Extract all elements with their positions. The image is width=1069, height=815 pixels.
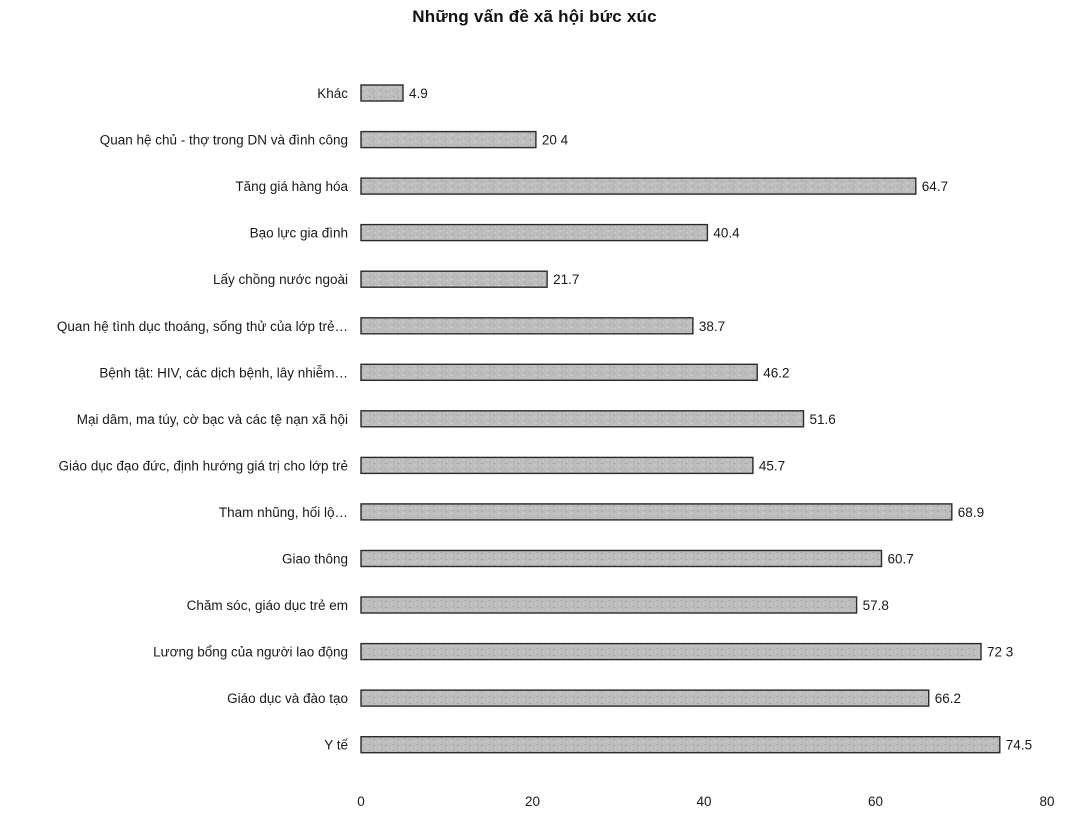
category-label-2: Tăng giá hàng hóa <box>235 179 348 194</box>
bar-2 <box>360 177 917 195</box>
category-label-14: Y tế <box>324 738 348 753</box>
value-label-3: 40.4 <box>713 226 740 241</box>
bar-14 <box>360 736 1001 754</box>
bar-6 <box>360 363 758 381</box>
x-tick-label-3: 60 <box>868 794 883 809</box>
value-label-13: 66.2 <box>935 691 961 706</box>
category-label-12: Lương bổng của người lao động <box>153 645 348 660</box>
bar-3 <box>360 223 709 242</box>
x-tick-label-1: 20 <box>525 794 540 809</box>
category-label-1: Quan hệ chủ - thợ trong DN và đình công <box>100 133 348 148</box>
bar-9 <box>360 503 953 521</box>
value-label-12: 72 3 <box>987 645 1013 660</box>
category-label-3: Bạo lực gia đình <box>250 226 348 241</box>
bar-5 <box>360 317 694 335</box>
category-label-4: Lấy chồng nước ngoài <box>213 272 348 287</box>
value-label-6: 46.2 <box>763 365 789 380</box>
value-label-1: 20 4 <box>542 133 569 148</box>
value-label-9: 68.9 <box>958 505 984 520</box>
category-label-10: Giao thông <box>282 552 348 567</box>
category-label-11: Chăm sóc, giáo dục trẻ em <box>187 598 348 613</box>
value-label-10: 60.7 <box>888 552 914 567</box>
bar-11 <box>360 596 858 614</box>
value-label-5: 38.7 <box>699 319 725 334</box>
x-axis-ticks: 0 20 40 60 80 <box>357 794 1054 809</box>
category-label-8: Giáo dục đạo đức, định hướng giá trị cho… <box>59 458 348 473</box>
category-label-9: Tham nhũng, hối lộ… <box>219 505 348 520</box>
bar-7 <box>360 410 805 428</box>
value-label-11: 57.8 <box>863 598 889 613</box>
value-labels: 4.9 20 4 64.7 40.4 21.7 38.7 46.2 51.6 45.7 68.9 6… <box>409 86 1032 753</box>
value-label-2: 64.7 <box>922 179 948 194</box>
x-tick-label-0: 0 <box>357 794 365 809</box>
value-label-0: 4.9 <box>409 86 428 101</box>
bar-1 <box>360 130 537 149</box>
bars-group <box>360 84 1001 754</box>
category-label-5: Quan hệ tình dục thoáng, sống thử của lớ… <box>57 319 348 334</box>
bar-10 <box>360 549 883 568</box>
category-label-0: Khác <box>317 86 348 101</box>
x-tick-label-4: 80 <box>1039 794 1054 809</box>
bar-4 <box>360 270 548 288</box>
value-label-8: 45.7 <box>759 458 785 473</box>
category-label-13: Giáo dục và đào tạo <box>227 691 348 706</box>
category-label-6: Bệnh tật: HIV, các dịch bệnh, lây nhiễm… <box>99 365 348 380</box>
bar-12 <box>360 642 982 661</box>
x-tick-label-2: 40 <box>696 794 711 809</box>
chart-title: Những vấn đề xã hội bức xúc <box>412 7 657 26</box>
value-label-4: 21.7 <box>553 272 579 287</box>
category-label-7: Mại dâm, ma túy, cờ bạc và các tệ nạn xã… <box>77 412 348 427</box>
category-labels: Khác Quan hệ chủ - thợ trong DN và đình c… <box>57 86 349 753</box>
bar-13 <box>360 689 930 707</box>
bar-8 <box>360 456 754 475</box>
value-label-7: 51.6 <box>810 412 836 427</box>
bar-0 <box>360 84 404 102</box>
value-label-14: 74.5 <box>1006 738 1032 753</box>
